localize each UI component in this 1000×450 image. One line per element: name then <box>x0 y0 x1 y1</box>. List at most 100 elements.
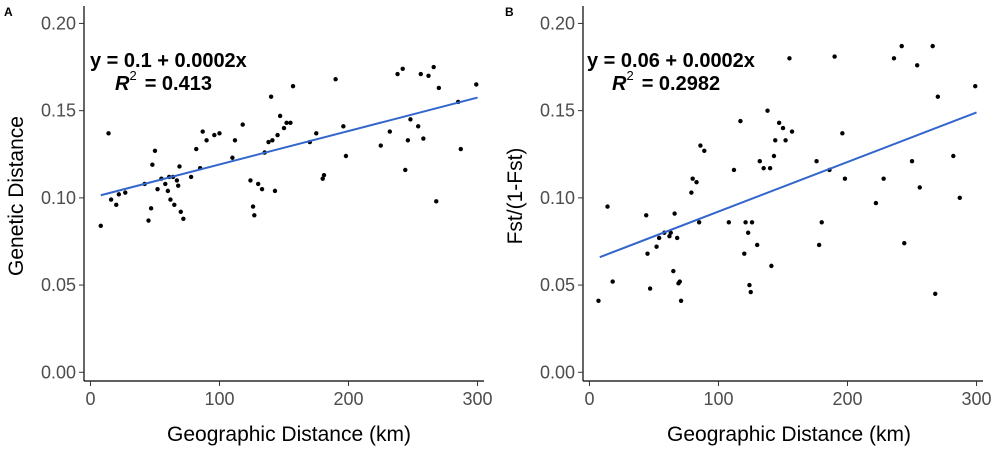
panel-b-axes: 0.00 0.05 0.10 0.15 0.20 0 100 200 300 <box>540 6 992 409</box>
panel-a-data-point <box>290 84 296 89</box>
panel-a-data-point <box>116 192 122 197</box>
panel-a-data-point <box>177 164 182 169</box>
panel-b-data-point <box>832 54 837 59</box>
panel-b-data-point <box>754 242 760 248</box>
panel-a-data-point <box>333 77 338 82</box>
panel-b-data-point <box>610 279 615 284</box>
panel-b-data-point <box>776 120 782 126</box>
panel-b-data-point <box>726 220 732 225</box>
panel-b-data-point <box>935 94 941 99</box>
panel-a-data-point <box>252 213 257 218</box>
panel-label-a: A <box>4 5 13 19</box>
panel-b-data-point <box>773 138 778 143</box>
panel-a-data-point <box>250 204 256 209</box>
panel-a-r2-symbol: R <box>115 73 130 95</box>
panel-a-data-point <box>174 178 180 183</box>
panel-a-data-point <box>415 124 421 129</box>
panel-a-data-point <box>148 206 154 211</box>
panel-a-data-point <box>418 71 423 77</box>
panel-a-data-point <box>150 162 155 167</box>
panel-a-data-point <box>275 132 280 138</box>
panel-a-points <box>98 64 479 228</box>
panel-a-data-point <box>259 186 265 192</box>
panel-b-y-tick-label: 0.15 <box>540 101 575 121</box>
panel-b-data-point <box>902 241 907 246</box>
panel-b-y-axis-title: Fst/(1-Fst) <box>504 148 527 245</box>
panel-b-data-point <box>761 166 766 171</box>
panel-b-data-point <box>881 176 886 181</box>
panel-a-data-point <box>266 139 271 145</box>
panel-b-data-point <box>674 235 680 241</box>
panel-a-data-point <box>114 202 119 208</box>
panel-a-data-point <box>431 64 436 70</box>
panel-a-axes: 0.00 0.05 0.10 0.15 0.20 0 100 200 300 <box>41 6 493 409</box>
panel-b-data-point <box>698 143 703 148</box>
panel-b-data-point <box>748 289 753 295</box>
panel-a-data-point <box>284 120 289 126</box>
panel-b-data-point <box>677 279 682 284</box>
panel-a-r2: R2 = 0.413 <box>115 68 212 95</box>
panel-a-data-point <box>403 167 408 173</box>
panel-b-data-point <box>909 159 915 164</box>
panel-a-data-point <box>155 186 160 192</box>
panel-b-y-tick-label: 0.05 <box>540 275 575 295</box>
panel-b-data-point <box>951 153 956 159</box>
panel-a-data-point <box>272 188 278 194</box>
panel-b-data-point <box>694 179 699 185</box>
panel-b-data-point <box>914 63 920 68</box>
panel-b-data-point <box>671 268 676 274</box>
panel-b-data-point <box>783 138 788 143</box>
panel-b-data-point <box>765 108 770 113</box>
panel-b-data-point <box>742 251 747 256</box>
panel-b-equation: y = 0.06 + 0.0002x <box>587 50 755 72</box>
panel-a-data-point <box>255 181 261 187</box>
panel-b-data-point <box>891 56 897 61</box>
panel-a-data-point <box>240 122 245 127</box>
panel-b-data-point <box>689 190 694 195</box>
panel-b-data-point <box>957 195 962 201</box>
panel-b-data-point <box>814 159 819 164</box>
panel-a-y-tick-label: 0.10 <box>41 188 76 208</box>
panel-b-data-point <box>702 148 707 153</box>
panel-b-data-point <box>789 129 795 134</box>
panel-a-r2-value: = 0.413 <box>145 73 212 95</box>
panel-a-data-point <box>320 176 325 181</box>
panel-a-data-point <box>277 113 283 119</box>
panel-a: A 0.00 0.05 0.10 0.15 0.20 0 100 200 300 y = 0.1… <box>4 5 493 446</box>
panel-a-data-point <box>268 94 274 99</box>
panel-a-data-point <box>188 174 194 180</box>
panel-a-data-point <box>98 223 103 228</box>
panel-b-data-point <box>654 244 659 249</box>
panel-a-y-tick-label: 0.20 <box>41 13 76 33</box>
panel-b-data-point <box>757 159 762 164</box>
panel-b-data-point <box>819 220 824 225</box>
panel-b-data-point <box>973 84 978 89</box>
panel-a-data-point <box>321 172 327 178</box>
panel-a-data-point <box>217 131 222 136</box>
panel-b-y-tick-label: 0.10 <box>540 188 575 208</box>
panel-a-data-point <box>341 124 346 129</box>
panel-b-data-point <box>787 56 792 61</box>
panel-b-data-point <box>656 235 662 241</box>
panel-b-r2-value: = 0.2982 <box>642 73 720 95</box>
panel-a-data-point <box>194 146 199 152</box>
panel-a-data-point <box>426 73 431 78</box>
panel-b-data-point <box>780 125 786 131</box>
panel-b-data-point <box>690 176 695 181</box>
panel-a-data-point <box>204 138 209 143</box>
panel-b-x-tick-label: 100 <box>703 389 733 409</box>
panel-b-data-point <box>917 185 922 190</box>
panel-a-x-tick-label: 0 <box>85 389 95 409</box>
panel-b-data-point <box>678 298 684 303</box>
panel-b-data-point <box>672 211 677 216</box>
panel-a-data-point <box>200 129 205 134</box>
panel-a-data-point <box>165 188 171 194</box>
panel-b-data-point <box>667 234 672 239</box>
panel-b-x-axis-title: Geographic Distance (km) <box>667 423 911 446</box>
panel-a-data-point <box>178 209 183 215</box>
panel-b-data-point <box>840 131 845 136</box>
panel-a-data-point <box>434 199 439 204</box>
panel-b-data-point <box>767 166 773 171</box>
panel-b-data-point <box>747 282 752 288</box>
panel-a-data-point <box>474 82 479 87</box>
